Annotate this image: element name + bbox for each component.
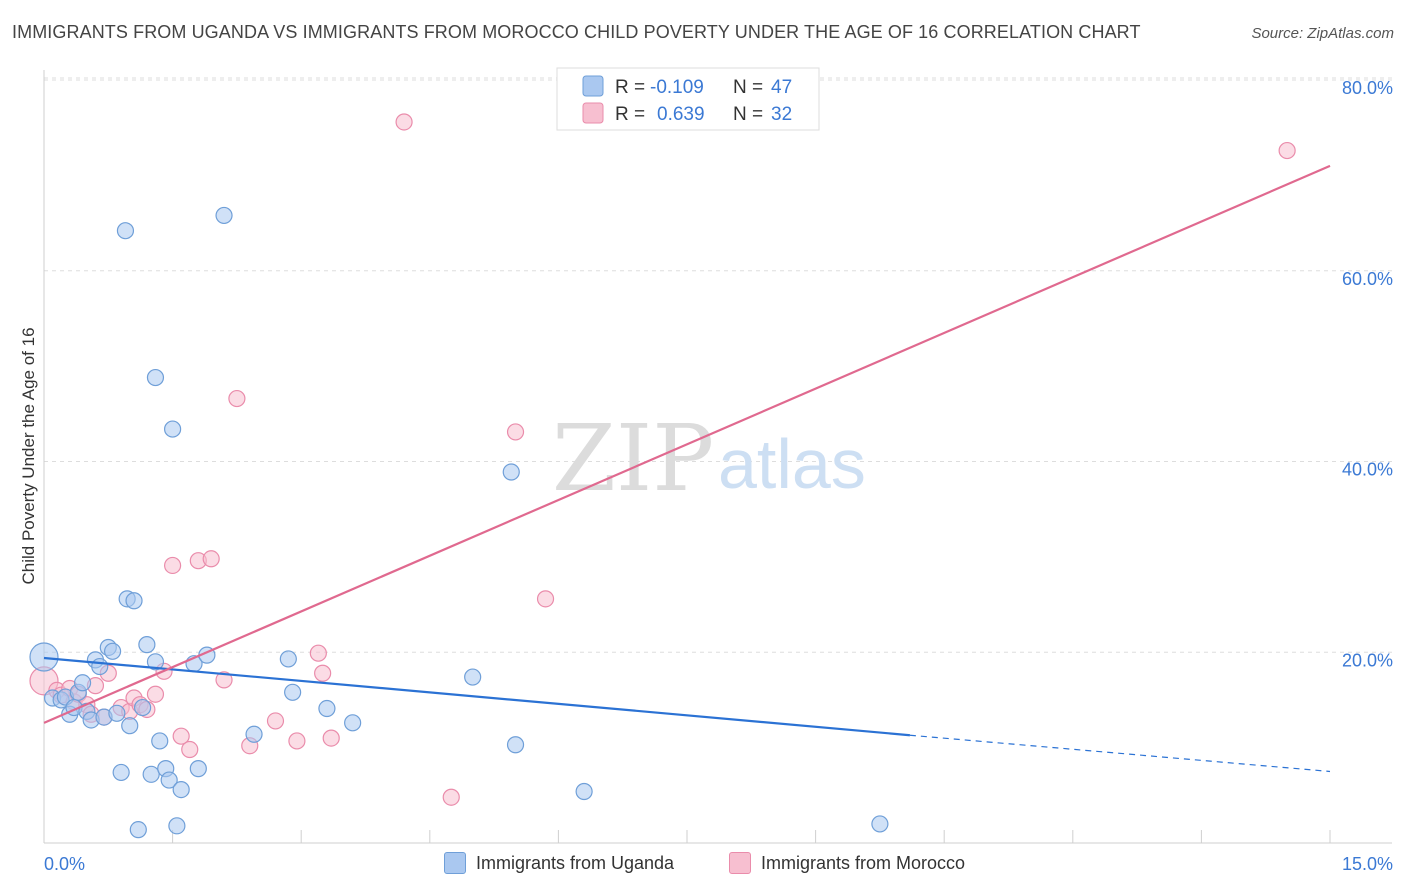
uganda-point — [215, 206, 233, 225]
uganda-point — [151, 732, 169, 750]
uganda-point — [464, 668, 482, 686]
uganda-point — [189, 760, 207, 778]
morocco-point — [442, 788, 460, 806]
legend-n-label-morocco: N = — [733, 104, 763, 125]
uganda-point — [146, 653, 165, 671]
morocco-point — [228, 389, 246, 408]
uganda-point — [245, 725, 263, 743]
uganda-point — [103, 642, 122, 660]
watermark-atlas: atlas — [718, 425, 866, 503]
y-axis-label: Child Poverty Under the Age of 16 — [19, 327, 38, 584]
morocco-point — [506, 423, 525, 441]
morocco-point — [395, 113, 413, 131]
morocco-point — [172, 727, 190, 745]
grid-lines — [44, 77, 1392, 653]
y-tick-label: 40.0% — [1342, 460, 1393, 480]
legend-item-morocco[interactable]: Immigrants from Morocco — [729, 852, 965, 874]
x-axis-ticks — [43, 830, 1331, 843]
x-tick-label-max: 15.0% — [1342, 854, 1393, 874]
morocco-point — [164, 556, 182, 575]
legend-swatch-morocco — [582, 102, 604, 124]
legend-n-label-uganda: N = — [733, 77, 763, 98]
uganda-point — [502, 463, 520, 481]
morocco-point — [314, 664, 332, 682]
uganda-point — [108, 704, 126, 722]
uganda-point — [142, 765, 160, 783]
morocco-point — [146, 685, 165, 703]
trend-lines — [43, 164, 1331, 773]
legend-n-value-morocco: 32 — [771, 104, 792, 125]
uganda-point — [172, 780, 190, 799]
uganda-point — [506, 736, 525, 754]
x-tick-label-min: 0.0% — [44, 854, 85, 874]
uganda-point — [146, 368, 165, 387]
uganda-point — [318, 699, 336, 718]
morocco-point — [1278, 141, 1296, 160]
uganda-point — [164, 420, 182, 438]
axes — [43, 70, 1392, 844]
legend-swatch-morocco-bottom — [729, 852, 751, 874]
morocco-point — [322, 729, 340, 747]
legend-label-morocco: Immigrants from Morocco — [761, 852, 966, 873]
uganda-point — [133, 698, 152, 717]
y-tick-label: 80.0% — [1342, 78, 1393, 98]
uganda-point — [29, 642, 59, 672]
uganda-point — [129, 821, 147, 839]
uganda-point — [91, 657, 109, 676]
morocco-trend-line — [43, 164, 1331, 724]
morocco-point — [202, 550, 220, 568]
uganda-point — [160, 771, 178, 789]
uganda-trend-line — [43, 656, 911, 737]
morocco-point — [215, 671, 233, 689]
uganda-point — [121, 717, 139, 735]
correlation-legend: R = -0.109 N = 47 R = 0.639 N = 32 — [556, 67, 820, 131]
series-legend: Immigrants from Uganda Immigrants from M… — [0, 852, 1406, 878]
y-tick-labels: 20.0% 40.0% 60.0% 80.0% — [1342, 78, 1393, 670]
legend-r-label-morocco: R = — [615, 104, 645, 125]
watermark-zip: ZIP — [552, 405, 714, 512]
legend-label-uganda: Immigrants from Uganda — [476, 852, 675, 873]
y-tick-label: 60.0% — [1342, 269, 1393, 289]
uganda-points — [29, 206, 889, 839]
y-tick-label: 20.0% — [1342, 650, 1393, 670]
morocco-point — [266, 712, 285, 730]
uganda-point — [112, 763, 130, 782]
uganda-point — [284, 683, 302, 701]
legend-swatch-uganda — [582, 75, 604, 97]
uganda-point — [116, 222, 135, 240]
morocco-point — [181, 740, 199, 759]
legend-swatch-uganda-bottom — [444, 852, 466, 874]
uganda-point — [575, 782, 593, 801]
legend-item-uganda[interactable]: Immigrants from Uganda — [444, 852, 674, 874]
morocco-point — [309, 644, 327, 662]
source-label: Source: ZipAtlas.com — [1251, 25, 1394, 42]
uganda-point — [279, 650, 297, 668]
uganda-point — [344, 714, 362, 732]
uganda-trend-extension — [909, 734, 1331, 773]
uganda-point — [168, 817, 186, 835]
uganda-point — [138, 636, 156, 654]
legend-r-label-uganda: R = — [615, 77, 645, 98]
uganda-point — [871, 815, 889, 833]
chart-title: IMMIGRANTS FROM UGANDA VS IMMIGRANTS FRO… — [12, 22, 1141, 42]
legend-r-value-uganda: -0.109 — [650, 77, 704, 98]
morocco-point — [288, 732, 306, 750]
uganda-point — [73, 674, 92, 692]
watermark: ZIP atlas — [552, 405, 866, 512]
legend-n-value-uganda: 47 — [771, 77, 792, 98]
uganda-point — [125, 592, 143, 610]
legend-r-value-morocco: 0.639 — [657, 104, 705, 125]
morocco-point — [536, 590, 555, 608]
